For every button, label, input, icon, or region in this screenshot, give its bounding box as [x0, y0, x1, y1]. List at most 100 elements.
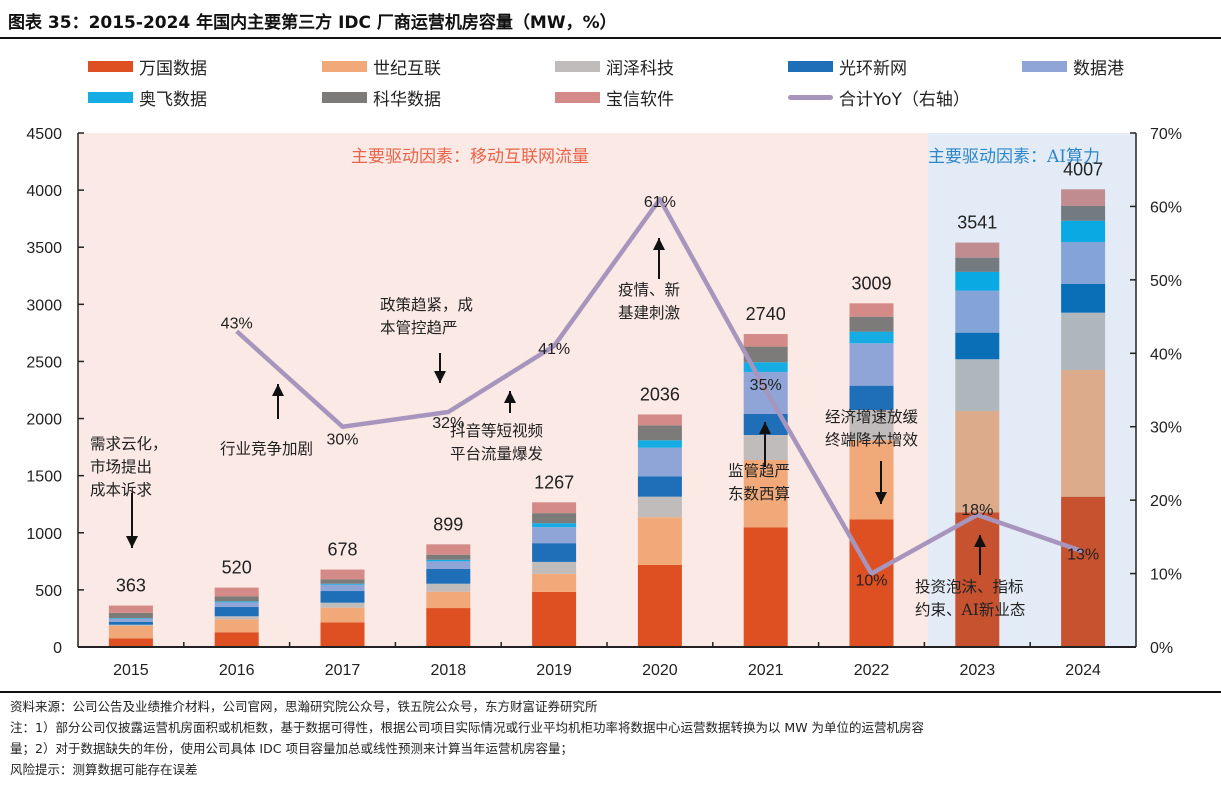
- legend-item: 合计YoY（右轴）: [788, 85, 970, 110]
- x-tick-label: 2016: [219, 662, 255, 679]
- legend-item: 润泽科技: [555, 54, 674, 79]
- chart-title: 图表 35：2015-2024 年国内主要第三方 IDC 厂商运营机房容量（MW…: [8, 13, 617, 33]
- legend-item: 数据港: [1022, 54, 1124, 79]
- legend-swatch: [322, 92, 367, 103]
- legend-item: 奥飞数据: [88, 85, 207, 110]
- x-tick-label: 2019: [536, 662, 572, 679]
- bar-segment: [532, 523, 577, 528]
- bar-segment: [637, 564, 682, 647]
- legend-swatch: [788, 61, 833, 72]
- annotation-text: 东数西算: [728, 484, 790, 503]
- total-label: 678: [327, 540, 357, 560]
- bar-segment: [214, 616, 259, 620]
- total-label: 1267: [534, 472, 574, 492]
- risk-note: 风险提示：测算数据可能存在误差: [10, 762, 198, 777]
- annotation-arrow-head: [434, 371, 446, 383]
- bar-segment: [955, 242, 1000, 258]
- bar-segment: [214, 619, 259, 633]
- total-label: 2740: [746, 304, 786, 324]
- total-label: 2036: [640, 384, 680, 404]
- bar-segment: [955, 332, 1000, 360]
- left-tick-label: 1500: [26, 469, 62, 486]
- legend-swatch: [788, 95, 833, 100]
- yoy-label: 32%: [432, 415, 464, 432]
- bar-segment: [426, 591, 471, 609]
- legend-label: 科华数据: [373, 90, 441, 110]
- bar-segment: [320, 607, 365, 623]
- annotation-text: 抖音等短视频: [450, 422, 543, 440]
- bar-segment: [426, 559, 471, 562]
- bar-segment: [637, 414, 682, 426]
- yoy-label: 30%: [326, 432, 358, 449]
- bar-segment: [108, 625, 153, 639]
- bar-segment: [1061, 189, 1106, 206]
- footnotes: 资料来源：公司公告及业绩推介材料，公司官网，思瀚研究院公众号，铁五院公众号，东方…: [10, 696, 1215, 780]
- title-divider: [0, 37, 1221, 39]
- bar-segment: [1061, 220, 1106, 242]
- right-tick-label: 10%: [1150, 567, 1182, 584]
- bar-segment: [849, 303, 894, 317]
- legend-item: 光环新网: [788, 54, 907, 79]
- bar-segment: [1061, 312, 1106, 371]
- bar-segment: [849, 343, 894, 386]
- bar-segment: [743, 460, 788, 528]
- bar-segment: [849, 409, 894, 441]
- bar-segment: [743, 362, 788, 372]
- right-tick-label: 0%: [1150, 640, 1173, 657]
- annotation-text: 平台流量爆发: [450, 444, 543, 463]
- bar-segment: [214, 602, 259, 608]
- legend-swatch: [322, 61, 367, 72]
- bar-segment: [849, 331, 894, 344]
- annotation-text: 监管趋严: [728, 462, 790, 480]
- x-tick-label: 2020: [642, 662, 678, 679]
- annotation-arrow-head: [126, 536, 138, 548]
- bar-segment: [637, 517, 682, 565]
- left-tick-label: 1000: [26, 526, 62, 543]
- legend-label: 数据港: [1073, 59, 1124, 79]
- bar-segment: [320, 584, 365, 592]
- bar-segment: [108, 638, 153, 647]
- right-tick-label: 20%: [1150, 493, 1182, 510]
- annotation-text: 市场提出: [90, 458, 152, 476]
- stacked-bar-chart: 主要驱动因素：移动互联网流量 主要驱动因素：AI算力 363 520 678 899 126…: [26, 126, 1182, 679]
- right-tick-label: 60%: [1150, 199, 1182, 216]
- total-label: 899: [433, 514, 463, 534]
- bar-segment: [637, 440, 682, 448]
- annotation-arrow-head: [875, 492, 887, 504]
- annotation-text: 成本诉求: [90, 481, 152, 499]
- bar-segment: [1061, 241, 1106, 285]
- bar-segment: [532, 513, 577, 524]
- bar-segment: [637, 447, 682, 477]
- bar-segment: [637, 476, 682, 497]
- bar-segment: [320, 602, 365, 608]
- bar-segment: [743, 334, 788, 347]
- bar-segment: [108, 605, 153, 613]
- bar-segment: [1061, 284, 1106, 313]
- annotation-arrow-head: [974, 535, 986, 547]
- region-label-mobile-internet: 主要驱动因素：移动互联网流量: [351, 147, 589, 167]
- yoy-label: 10%: [855, 573, 887, 590]
- total-label: 520: [222, 558, 252, 578]
- legend-item: 万国数据: [88, 54, 207, 79]
- legend-label: 润泽科技: [606, 59, 674, 79]
- bar-segment: [426, 608, 471, 647]
- legend-label: 合计YoY（右轴）: [839, 90, 970, 110]
- footnote-divider: [0, 691, 1221, 693]
- bar-segment: [108, 621, 153, 625]
- right-tick-label: 30%: [1150, 420, 1182, 437]
- annotation-text: 经济增速放缓: [825, 408, 919, 426]
- left-tick-label: 4500: [26, 126, 62, 143]
- yoy-label: 43%: [221, 315, 253, 332]
- annotation-text: 需求云化，: [90, 435, 168, 453]
- bar-segment: [637, 425, 682, 441]
- legend-label: 万国数据: [139, 59, 207, 79]
- bar-segment: [426, 583, 471, 592]
- chart-legend: 万国数据 世纪互联 润泽科技 光环新网 数据港 奥飞数据 科华数据 宝信软件 合…: [0, 52, 1221, 112]
- total-label: 4007: [1063, 159, 1103, 179]
- bar-segment: [637, 496, 682, 518]
- x-tick-label: 2017: [325, 662, 361, 679]
- right-tick-label: 40%: [1150, 346, 1182, 363]
- bar-segment: [955, 257, 1000, 272]
- annotation-arrow-head: [504, 391, 516, 403]
- annotation-arrow-head: [653, 238, 665, 250]
